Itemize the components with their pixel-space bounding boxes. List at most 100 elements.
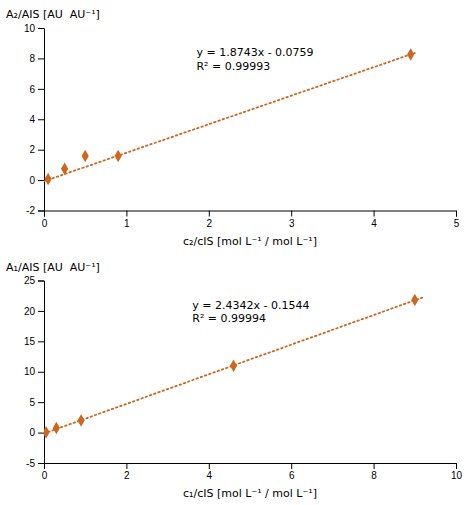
point: [82, 150, 89, 162]
tick: 10: [24, 23, 44, 34]
annotation-line: R² = 0.99993: [196, 60, 270, 73]
tick: -5: [26, 458, 44, 469]
y-axis-title: A₁/AIS [AU AU⁻¹]: [6, 261, 100, 274]
tick-label: 25: [24, 275, 36, 286]
tick-label: 10: [24, 366, 36, 377]
tick: 8: [29, 53, 44, 64]
tick-mark: [38, 89, 44, 90]
tick: 8: [371, 463, 377, 481]
tick-mark: [38, 150, 44, 151]
annotation-line: R² = 0.99994: [192, 312, 266, 325]
tick-mark: [38, 402, 44, 403]
tick-mark: [209, 211, 210, 217]
tick-label: 15: [24, 336, 36, 347]
tick-label: 20: [24, 306, 36, 317]
tick-mark: [291, 463, 292, 469]
y-axis: -2 0 2 4 6 8 10: [24, 23, 45, 217]
tick-mark: [38, 28, 44, 29]
tick-mark: [38, 119, 44, 120]
tick-label: 4: [207, 470, 213, 481]
tick: -2: [26, 205, 44, 216]
point: [411, 294, 418, 306]
tick: 2: [29, 144, 44, 155]
x-axis-title: c₁/cIS [mol L⁻¹ / mol L⁻¹]: [183, 487, 317, 500]
tick-mark: [209, 463, 210, 469]
annotation: y = 2.4342x - 0.1544R² = 0.99994: [192, 299, 309, 326]
x-axis: 0246810: [42, 463, 463, 481]
tick: 10: [24, 366, 44, 377]
tick-mark: [126, 463, 127, 469]
tick-label: 2: [124, 470, 130, 481]
tick-mark: [38, 341, 44, 342]
tick-mark: [38, 180, 44, 181]
tick-mark: [456, 463, 457, 469]
point: [407, 48, 414, 60]
plot-area: 0 1 2 3 4 5 -2 0 2 4 6 8 10 y = 1.8743x - 0.0759R² = …: [24, 23, 460, 229]
tick-label: 4: [29, 114, 35, 125]
y-axis-title: A₂/AIS [AU AU⁻¹]: [6, 8, 100, 21]
tick: 20: [24, 306, 44, 317]
tick-label: -5: [26, 458, 35, 469]
point: [77, 414, 84, 426]
tick-label: 4: [371, 218, 377, 229]
plot-area: 0246810-50510152025y = 2.4342x - 0.1544R…: [24, 275, 463, 481]
tick: 4: [29, 114, 44, 125]
axis-line: [45, 464, 457, 470]
tick-mark: [374, 211, 375, 217]
tick: 6: [289, 463, 295, 481]
tick: 0: [29, 175, 44, 186]
tick-label: 6: [289, 470, 295, 481]
chart-svg: 0 1 2 3 4 5 -2 0 2 4 6 8 10 y = 1.8743x - 0.0759R² = …: [0, 0, 474, 505]
tick-mark: [38, 211, 44, 212]
point: [45, 173, 52, 185]
tick-mark: [38, 433, 44, 434]
axis-line: [38, 29, 45, 212]
tick: 1: [124, 211, 130, 229]
tick-label: 0: [42, 470, 48, 481]
tick-label: -2: [26, 205, 35, 216]
tick-label: 3: [289, 218, 295, 229]
tick-label: 5: [29, 397, 35, 408]
axis-line: [45, 211, 457, 217]
tick: 25: [24, 275, 44, 286]
tick: 0: [42, 211, 48, 229]
axis-line: [38, 281, 45, 464]
tick-label: 0: [29, 427, 35, 438]
marks: [44, 294, 423, 439]
point: [115, 150, 122, 162]
panel: 0246810-50510152025y = 2.4342x - 0.1544R…: [6, 261, 462, 501]
tick-label: 0: [42, 218, 48, 229]
tick-mark: [38, 372, 44, 373]
trend-line: [44, 53, 415, 181]
tick: 4: [207, 463, 213, 481]
point: [61, 162, 68, 174]
tick-mark: [126, 211, 127, 217]
point: [44, 426, 50, 438]
tick-label: 2: [29, 144, 35, 155]
tick: 4: [371, 211, 377, 229]
tick: 0: [29, 427, 44, 438]
tick: 15: [24, 336, 44, 347]
tick: 2: [124, 463, 130, 481]
tick-mark: [38, 58, 44, 59]
tick-label: 8: [29, 53, 35, 64]
tick: 0: [42, 463, 48, 481]
panel: 0 1 2 3 4 5 -2 0 2 4 6 8 10 y = 1.8743x - 0.0759R² = …: [6, 8, 460, 248]
tick-label: 8: [371, 470, 377, 481]
trend-line: [44, 297, 423, 433]
tick: 6: [29, 84, 44, 95]
tick: 2: [207, 211, 213, 229]
annotation-line: y = 2.4342x - 0.1544: [192, 299, 309, 312]
tick-mark: [38, 463, 44, 464]
tick-mark: [456, 211, 457, 217]
marks: [44, 48, 415, 185]
tick-label: 1: [124, 218, 130, 229]
tick-label: 0: [29, 175, 35, 186]
tick: 5: [29, 397, 44, 408]
tick-mark: [374, 463, 375, 469]
tick: 5: [454, 211, 460, 229]
tick-label: 2: [207, 218, 213, 229]
tick-mark: [38, 311, 44, 312]
annotation: y = 1.8743x - 0.0759R² = 0.99993: [196, 46, 313, 73]
point: [230, 359, 237, 371]
